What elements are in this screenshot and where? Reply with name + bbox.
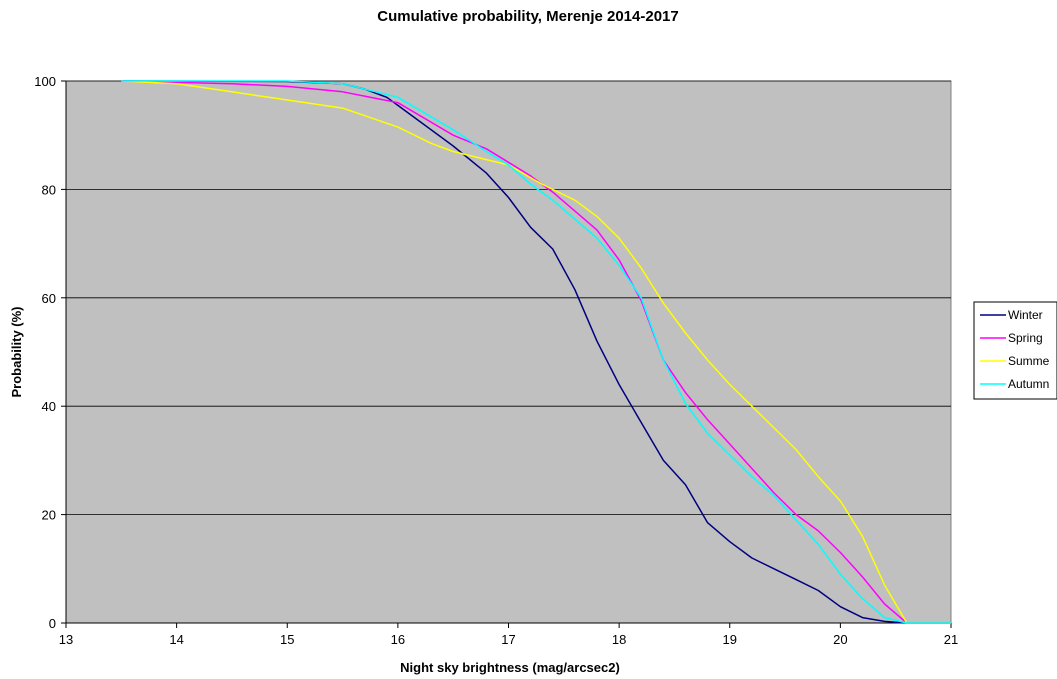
y-tick-label: 60 [42, 291, 56, 306]
x-tick-label: 20 [833, 632, 847, 647]
x-tick-label: 17 [501, 632, 515, 647]
series-line-summe [121, 80, 951, 624]
series-lines [121, 80, 951, 624]
x-tick-label: 18 [612, 632, 626, 647]
legend: Winter Spring Summe Autumn [973, 301, 1057, 400]
y-tick-label: 0 [49, 616, 56, 631]
y-tick-label: 80 [42, 182, 56, 197]
x-tick-labels: 13 14 15 16 17 18 19 20 21 [59, 632, 958, 647]
chart-title: Cumulative probability, Merenje 2014-201… [377, 8, 679, 25]
legend-entry: Summe [1008, 354, 1050, 368]
x-axis-label: Night sky brightness (mag/arcsec2) [400, 660, 620, 675]
x-tick-label: 13 [59, 632, 73, 647]
legend-entry: Winter [1008, 308, 1043, 322]
x-tick-label: 19 [723, 632, 737, 647]
y-tick-labels: 0 20 40 60 80 100 [34, 74, 56, 631]
axes [61, 80, 952, 628]
y-axis-label: Probability (%) [9, 306, 24, 397]
plot-area [65, 80, 952, 624]
x-tick-label: 15 [280, 632, 294, 647]
y-tick-label: 100 [34, 74, 56, 89]
x-tick-label: 14 [169, 632, 183, 647]
legend-box [973, 301, 1057, 400]
series-line-spring [121, 80, 951, 624]
x-tick-label: 21 [944, 632, 958, 647]
y-tick-label: 20 [42, 508, 56, 523]
y-tick-label: 40 [42, 399, 56, 414]
series-line-autumn [121, 80, 951, 624]
legend-entry: Autumn [1008, 377, 1049, 391]
x-tick-label: 16 [391, 632, 405, 647]
legend-entry: Spring [1008, 331, 1043, 345]
